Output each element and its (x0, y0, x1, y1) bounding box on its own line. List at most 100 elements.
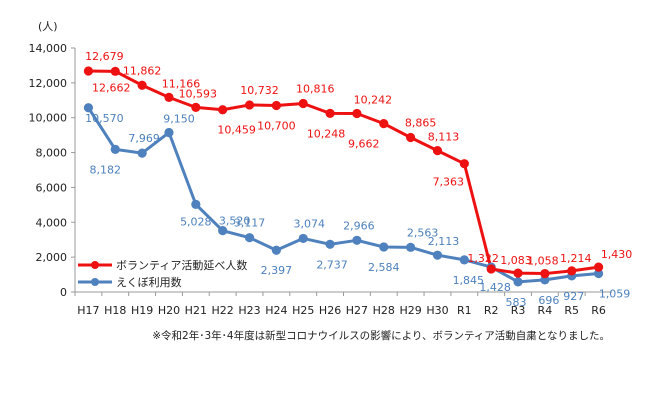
x-tick-label: R5 (564, 304, 579, 317)
data-label-ekubo: 9,150 (163, 113, 195, 126)
y-axis-ticks: 0 2,000 4,000 6,000 8,000 10,000 12,000 14,000 (29, 42, 75, 299)
data-point-ekubo (298, 233, 308, 244)
data-label-volunteer: 8,865 (405, 116, 437, 129)
data-label-ekubo: 2,113 (428, 235, 460, 248)
data-label-ekubo: 3,520 (219, 215, 251, 228)
data-point-volunteer (325, 108, 335, 118)
data-label-volunteer: 11,166 (162, 77, 201, 90)
data-point-ekubo (593, 268, 604, 279)
data-label-ekubo: 2,966 (343, 219, 375, 232)
legend-marker-volunteer (91, 261, 99, 269)
data-label-ekubo: 7,969 (128, 132, 160, 145)
legend-item-volunteer: ボランティア活動延べ人数 (78, 258, 247, 272)
data-label-volunteer: 10,816 (296, 82, 335, 95)
data-point-volunteer (486, 264, 496, 274)
data-point-volunteer (379, 119, 389, 129)
x-tick-label: H28 (373, 304, 395, 317)
data-label-volunteer: 8,113 (428, 131, 460, 144)
footnote: ※令和2年･3年･4年度は新型コロナウイルスの影響により、ボランティア活動自粛と… (152, 329, 610, 342)
x-tick-label: H22 (212, 304, 234, 317)
y-axis-unit-label: (人) (38, 20, 58, 33)
x-tick-label: H20 (158, 304, 180, 317)
data-point-volunteer (137, 80, 147, 90)
data-label-ekubo: 1,845 (453, 274, 485, 287)
data-label-ekubo: 3,117 (234, 217, 266, 230)
y-tick-label: 4,000 (36, 216, 68, 229)
y-tick-label: 10,000 (29, 112, 68, 125)
data-point-volunteer (593, 262, 604, 272)
legend-label-ekubo: えくぼ利用数 (116, 276, 182, 289)
data-label-volunteer: 1,083 (500, 254, 532, 267)
data-point-ekubo (432, 250, 443, 260)
data-label-volunteer: 12,662 (92, 81, 131, 94)
x-tick-label: R4 (538, 304, 553, 317)
data-label-ekubo: 3,074 (293, 217, 325, 230)
data-point-ekubo (218, 226, 228, 236)
x-tick-label: R2 (484, 304, 499, 317)
data-point-volunteer (459, 159, 469, 169)
data-label-volunteer: 11,862 (123, 64, 162, 77)
x-tick-label: H27 (346, 304, 368, 317)
data-label-ekubo: 1,428 (479, 281, 511, 294)
data-label-volunteer: 1,214 (560, 252, 592, 265)
data-point-ekubo (379, 242, 389, 252)
data-label-volunteer: 1,430 (601, 248, 633, 261)
series-lines (87, 69, 599, 284)
data-point-ekubo (137, 148, 147, 158)
data-point-volunteer (352, 108, 362, 119)
y-tick-label: 8,000 (36, 147, 68, 160)
data-point-volunteer (406, 132, 416, 143)
x-tick-label: H24 (265, 304, 287, 317)
data-labels: 12,67912,66211,86211,16610,59310,45910,7… (85, 50, 632, 309)
data-label-ekubo: 10,570 (85, 112, 124, 125)
data-point-volunteer (271, 100, 281, 111)
x-tick-label: H17 (77, 304, 99, 317)
data-point-ekubo (406, 242, 416, 252)
data-point-ekubo (191, 199, 201, 209)
data-point-ekubo (83, 103, 94, 113)
data-point-ekubo (352, 235, 362, 245)
data-label-ekubo: 583 (506, 296, 527, 309)
x-axis-ticks: H17 H18 H19 H20 H21 H22 H23 H24 H25 H26 H27 H28 H29 H… (74, 292, 606, 317)
y-tick-label: 2,000 (36, 251, 68, 264)
data-point-ekubo (244, 233, 255, 243)
data-point-volunteer (110, 66, 120, 76)
data-point-volunteer (432, 146, 443, 156)
x-tick-label: H18 (104, 304, 126, 317)
data-label-volunteer: 7,363 (433, 176, 465, 189)
series-points (83, 66, 604, 287)
x-tick-label: H26 (319, 304, 341, 317)
data-label-ekubo: 8,182 (90, 163, 122, 176)
data-point-volunteer (218, 105, 228, 115)
data-label-ekubo: 2,737 (316, 258, 348, 271)
data-point-ekubo (110, 144, 120, 154)
data-point-ekubo (540, 275, 550, 285)
x-tick-label: H25 (292, 304, 314, 317)
data-point-volunteer (298, 98, 308, 109)
x-tick-label: H19 (131, 304, 153, 317)
data-point-volunteer (540, 268, 550, 279)
data-label-volunteer: 10,593 (179, 87, 218, 100)
data-point-volunteer (244, 100, 255, 110)
data-point-ekubo (271, 245, 281, 255)
y-tick-label: 12,000 (29, 77, 68, 90)
data-label-volunteer: 1,058 (527, 255, 559, 268)
data-label-ekubo: 927 (563, 290, 584, 303)
data-point-volunteer (567, 266, 577, 276)
y-tick-label: 0 (60, 286, 67, 299)
data-label-ekubo: 1,059 (599, 288, 631, 301)
data-point-ekubo (164, 127, 174, 138)
data-label-ekubo: 2,397 (261, 264, 293, 277)
y-tick-label: 14,000 (29, 42, 68, 55)
data-label-volunteer: 10,700 (257, 120, 296, 133)
data-point-ekubo (459, 255, 469, 265)
x-tick-label: H30 (426, 304, 448, 317)
data-label-volunteer: 9,662 (348, 138, 380, 151)
data-label-volunteer: 1,322 (467, 252, 499, 265)
data-label-volunteer: 10,248 (307, 127, 346, 140)
x-tick-label: R6 (591, 304, 606, 317)
x-tick-label: R1 (457, 304, 472, 317)
series-line-ekubo (87, 106, 599, 284)
data-label-volunteer: 12,679 (85, 50, 124, 63)
